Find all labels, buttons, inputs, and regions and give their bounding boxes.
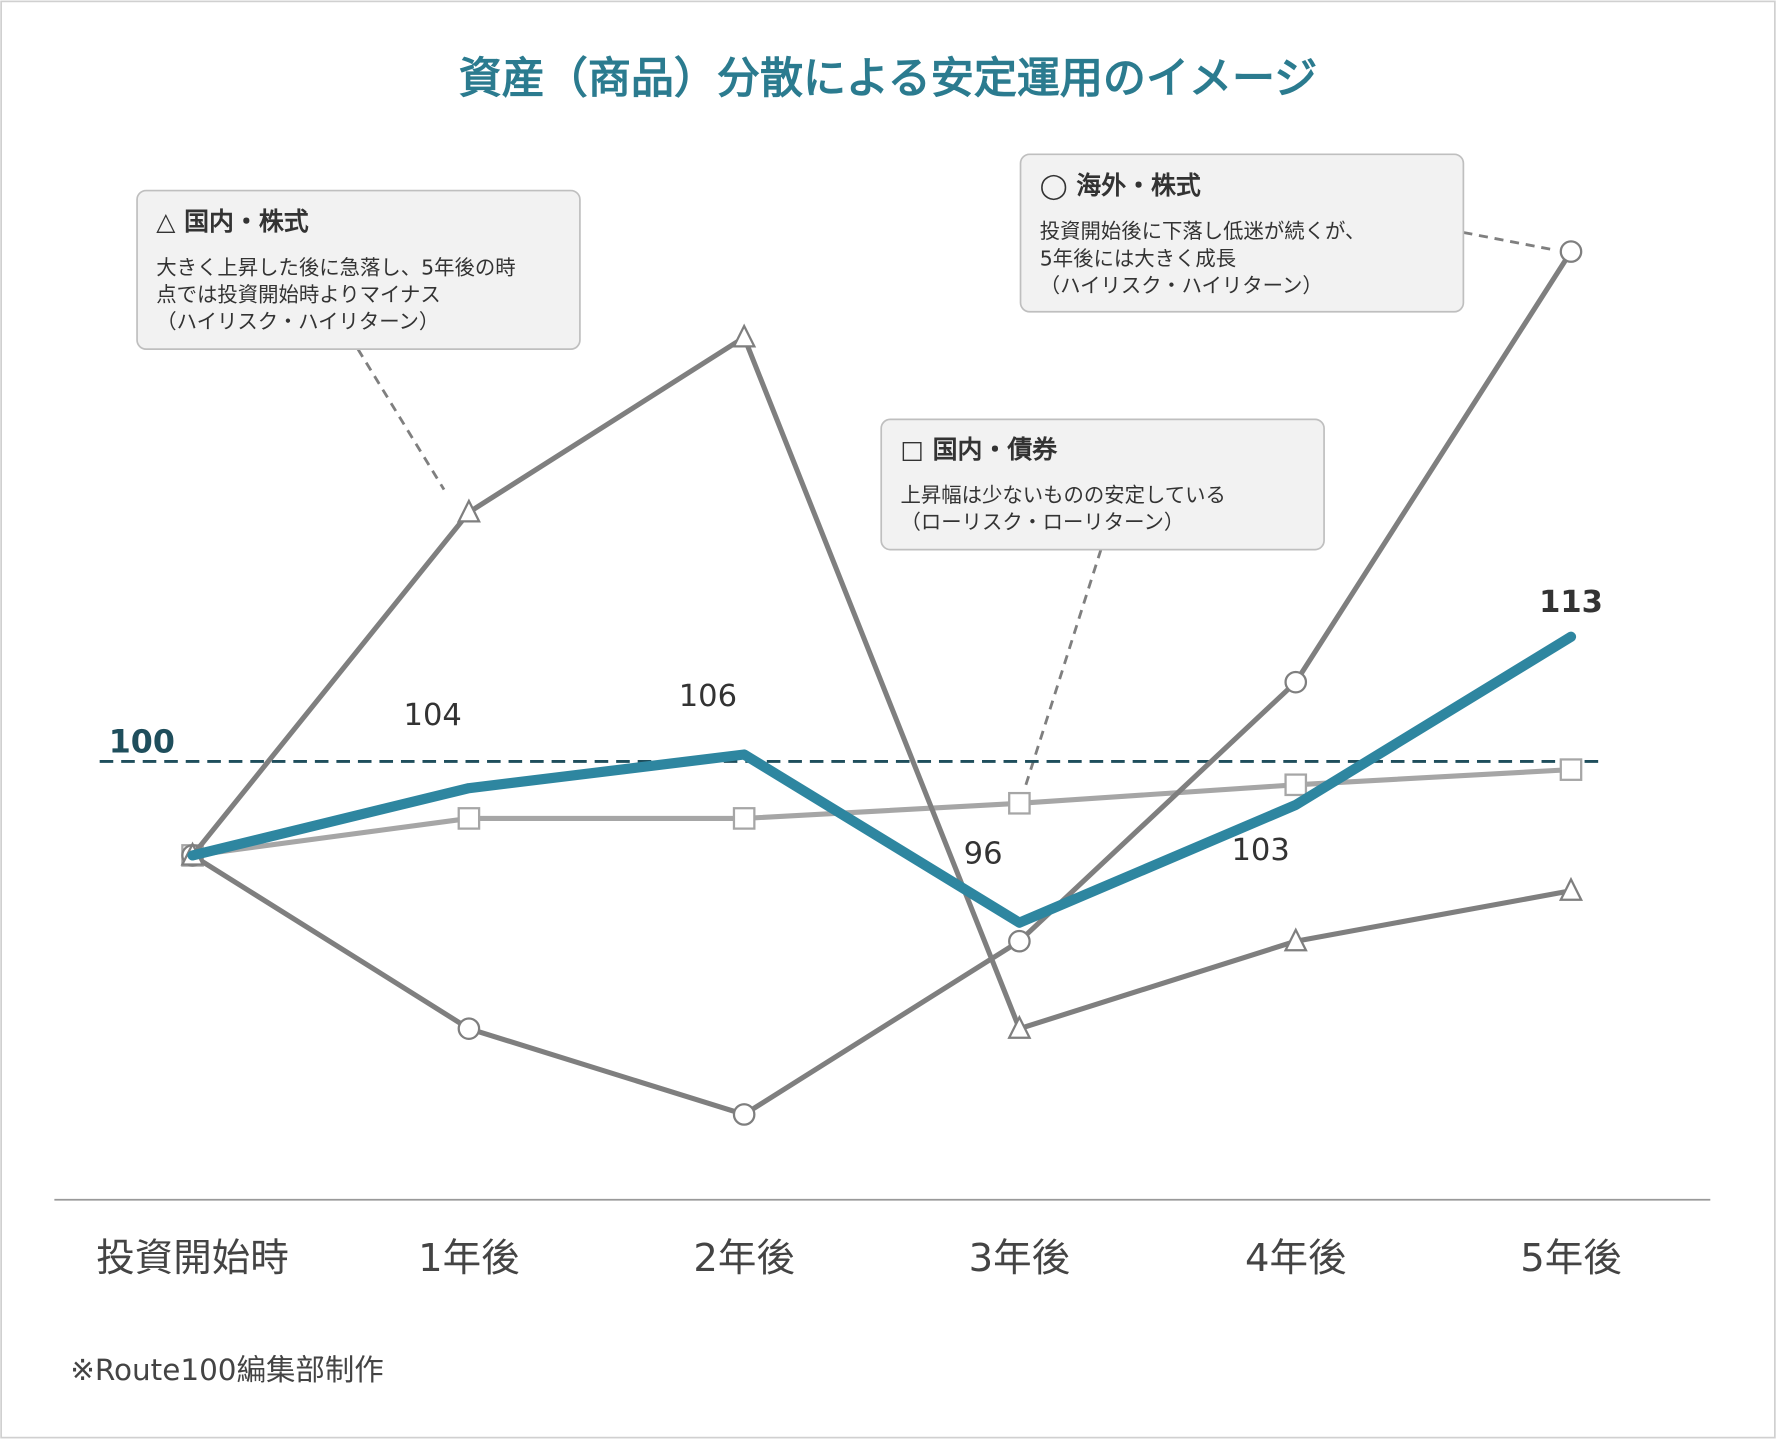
x-tick-label: 2年後 [693, 1236, 795, 1281]
callout-box [880, 418, 1325, 551]
series-diversified [187, 631, 1577, 928]
square-marker [732, 807, 756, 830]
x-tick-label: 4年後 [1245, 1236, 1346, 1281]
triangle-marker [732, 323, 757, 348]
data-labels: 104 106 96 103 113 [403, 585, 1602, 871]
x-tick-label: 投資開始時 [96, 1236, 289, 1281]
source-note: ※Route100編集部制作 [70, 1353, 384, 1387]
data-label: 104 [403, 698, 461, 733]
circle-marker [457, 1017, 481, 1040]
callout-line: （ハイリスク・ハイリターン） [156, 310, 439, 334]
reference-line-label: 100 [109, 724, 175, 760]
series-line [190, 334, 1574, 1032]
series-layer [180, 240, 1584, 1126]
callout-line: （ハイリスク・ハイリターン） [1040, 273, 1323, 297]
x-tick-label: 3年後 [969, 1236, 1071, 1281]
x-tick-label: 5年後 [1520, 1236, 1622, 1281]
chart-title: 資産（商品）分散による安定運用のイメージ [459, 54, 1317, 104]
series-domestic-stock [180, 323, 1584, 1039]
leader-domestic-stock [356, 348, 446, 491]
square-marker [1284, 773, 1308, 797]
data-label: 106 [679, 679, 737, 714]
series-line [190, 249, 1574, 1117]
triangle-marker [1007, 1014, 1032, 1039]
callout-line: 大きく上昇した後に急落し、5年後の時 [156, 255, 515, 279]
callout-leaders [356, 231, 1553, 788]
circle-marker [1008, 929, 1031, 953]
square-marker [457, 807, 481, 830]
callout-line: 投資開始後に下落し低迷が続くが、 [1040, 219, 1366, 243]
data-label: 113 [1539, 585, 1603, 620]
callout-heading: □ 国内・債券 [900, 435, 1058, 464]
callout-line: 上昇幅は少ないものの安定している [900, 483, 1225, 507]
callout-box [1019, 153, 1465, 313]
callout-heading: ◯ 海外・株式 [1040, 171, 1201, 201]
reference-line-group: 100 [99, 724, 1607, 763]
callout-heading: △ 国内・株式 [156, 207, 308, 236]
callout-domestic-bond: □ 国内・債券 上昇幅は少ないものの安定している （ローリスク・ローリターン） [880, 418, 1325, 551]
square-marker [1008, 791, 1031, 815]
callout-foreign-stock: ◯ 海外・株式 投資開始後に下落し低迷が続くが、 5年後には大きく成長 （ハイリ… [1019, 153, 1465, 313]
square-marker [1559, 758, 1583, 781]
leader-domestic-bond [1023, 549, 1103, 788]
circle-marker [1284, 670, 1308, 694]
triangle-marker [1558, 876, 1584, 901]
circle-marker [1559, 240, 1583, 263]
callout-box [136, 189, 581, 350]
callout-line: 5年後には大きく成長 [1040, 246, 1236, 270]
triangle-marker [1283, 927, 1308, 952]
data-label: 96 [964, 836, 1003, 871]
data-label: 103 [1231, 833, 1289, 868]
circle-marker [732, 1103, 756, 1126]
callout-line: 点では投資開始時よりマイナス [156, 283, 440, 307]
x-axis-labels: 投資開始時 1年後 2年後 3年後 4年後 5年後 [96, 1236, 1621, 1281]
series-line [187, 631, 1577, 928]
callout-domestic-stock: △ 国内・株式 大きく上昇した後に急落し、5年後の時 点では投資開始時よりマイナ… [136, 189, 581, 350]
callout-line: （ローリスク・ローリターン） [900, 510, 1184, 534]
triangle-marker [456, 498, 481, 523]
x-tick-label: 1年後 [418, 1236, 520, 1281]
